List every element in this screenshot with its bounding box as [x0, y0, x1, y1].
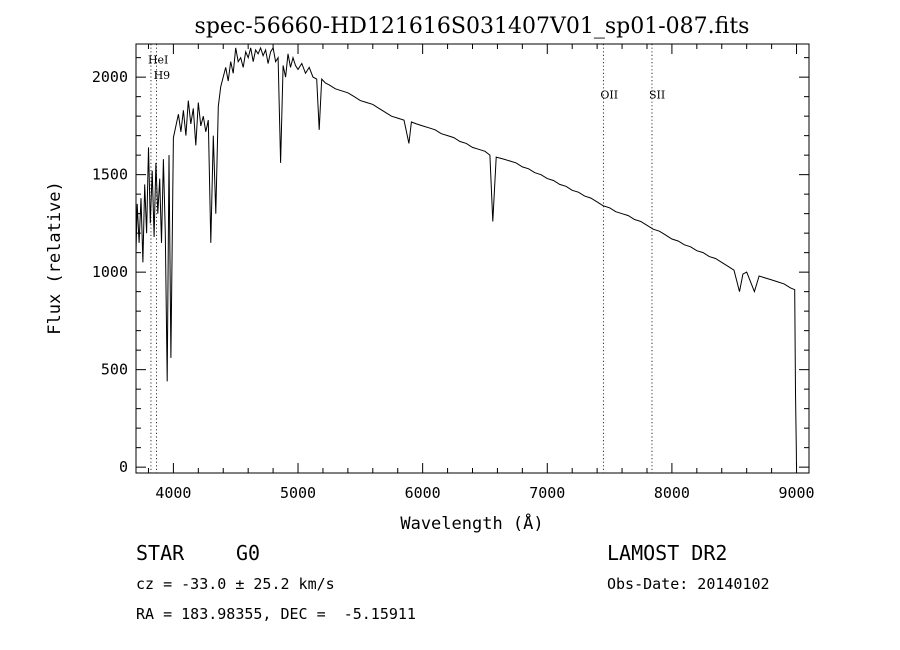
y-tick-label: 500 [101, 361, 128, 379]
y-tick-label: 0 [119, 458, 128, 476]
x-tick-label: 9000 [778, 484, 814, 502]
line-marker-labels: HeI H9 OII SII [148, 54, 665, 102]
y-tick-label: 1500 [92, 166, 128, 184]
spectrum-line [135, 46, 797, 468]
chart-title: spec-56660-HD121616S031407V01_sp01-087.f… [195, 14, 750, 39]
line-marker-label: HeI [148, 54, 168, 67]
x-tick-label: 6000 [405, 484, 441, 502]
y-tick-label: 1000 [92, 263, 128, 281]
observation-date: Obs-Date: 20140102 [607, 575, 770, 593]
line-marker-label: SII [649, 89, 665, 102]
x-tick-label: 4000 [155, 484, 191, 502]
x-tick-label: 7000 [529, 484, 565, 502]
y-axis-ticks: 0 500 1000 1500 2000 [92, 57, 809, 476]
line-marker-label: OII [600, 89, 618, 102]
x-axis-ticks: 4000 5000 6000 7000 8000 9000 [147, 44, 815, 502]
y-axis-label: Flux (relative) [45, 181, 65, 335]
plot-frame [135, 43, 810, 474]
object-class: STAR [136, 541, 185, 565]
y-tick-label: 2000 [92, 68, 128, 86]
line-marker-label: H9 [154, 69, 171, 82]
line-marker-guides [150, 44, 653, 473]
spectrum-chart: spec-56660-HD121616S031407V01_sp01-087.f… [45, 14, 815, 534]
x-tick-label: 8000 [654, 484, 690, 502]
object-subclass: G0 [236, 541, 261, 565]
x-axis-label: Wavelength (Å) [400, 512, 543, 534]
survey-name: LAMOST DR2 [607, 541, 728, 565]
redshift-velocity: cz = -33.0 ± 25.2 km/s [136, 575, 335, 593]
x-tick-label: 5000 [280, 484, 316, 502]
sky-coordinates: RA = 183.98355, DEC = -5.15911 [136, 605, 416, 623]
